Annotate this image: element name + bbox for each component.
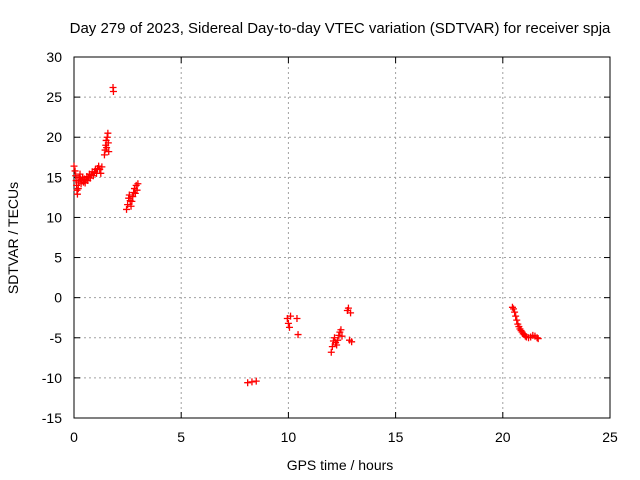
data-point xyxy=(244,379,252,387)
data-point xyxy=(294,331,302,339)
data-point xyxy=(123,205,131,213)
x-tick-label: 5 xyxy=(177,429,185,445)
data-point xyxy=(534,335,542,343)
data-point xyxy=(98,163,106,171)
data-point xyxy=(344,304,352,312)
data-points xyxy=(70,83,542,387)
y-axis-label: SDTVAR / TECUs xyxy=(5,182,21,294)
y-tick-label: -15 xyxy=(42,410,62,426)
data-point xyxy=(335,331,343,339)
data-point xyxy=(521,332,529,340)
data-point xyxy=(104,139,112,147)
data-point xyxy=(508,303,516,311)
axis-ticks: 0 5 10 15 20 25 -15 -10 -5 0 5 10 15 20 25 30 xyxy=(42,49,618,445)
data-point xyxy=(133,186,141,194)
y-tick-label: 10 xyxy=(46,209,62,225)
data-point xyxy=(105,148,113,156)
x-tick-label: 20 xyxy=(495,429,511,445)
y-tick-label: -10 xyxy=(42,370,62,386)
x-tick-label: 15 xyxy=(388,429,404,445)
data-point xyxy=(132,181,140,189)
data-point xyxy=(333,341,341,349)
data-point xyxy=(513,316,521,324)
data-point xyxy=(125,191,133,199)
chart-title: Day 279 of 2023, Sidereal Day-to-day VTE… xyxy=(70,20,611,37)
data-point xyxy=(70,162,78,170)
y-tick-label: 30 xyxy=(46,49,62,65)
x-tick-label: 0 xyxy=(70,429,78,445)
data-point xyxy=(248,378,256,386)
data-point xyxy=(327,348,335,356)
y-tick-label: 25 xyxy=(46,89,62,105)
data-point xyxy=(533,334,541,342)
data-point xyxy=(97,169,105,177)
y-tick-label: 20 xyxy=(46,129,62,145)
data-point xyxy=(512,312,520,320)
x-axis-label: GPS time / hours xyxy=(287,457,394,473)
grid-lines xyxy=(74,57,610,418)
x-tick-label: 10 xyxy=(281,429,297,445)
data-point xyxy=(511,308,519,316)
data-point xyxy=(334,336,342,344)
data-point xyxy=(95,162,103,170)
data-point xyxy=(128,197,136,205)
data-point xyxy=(285,323,293,331)
data-point xyxy=(328,343,336,351)
x-tick-label: 25 xyxy=(602,429,618,445)
data-point xyxy=(127,202,135,210)
plot-frame xyxy=(73,56,611,419)
data-point xyxy=(347,309,355,317)
data-point xyxy=(109,87,117,95)
data-point xyxy=(104,129,112,137)
data-point xyxy=(338,332,346,340)
data-point xyxy=(284,319,292,327)
y-tick-label: -5 xyxy=(50,330,63,346)
data-point xyxy=(103,144,111,152)
data-point xyxy=(293,315,301,323)
data-point xyxy=(124,201,132,209)
data-point xyxy=(287,312,295,320)
data-point xyxy=(348,338,356,346)
data-point xyxy=(252,377,260,385)
y-tick-label: 15 xyxy=(46,169,62,185)
data-point xyxy=(74,185,82,193)
data-point xyxy=(73,190,81,198)
y-tick-label: 5 xyxy=(54,250,62,266)
data-point xyxy=(134,180,142,188)
data-point xyxy=(510,305,518,313)
y-tick-label: 0 xyxy=(54,290,62,306)
data-point xyxy=(337,326,345,334)
